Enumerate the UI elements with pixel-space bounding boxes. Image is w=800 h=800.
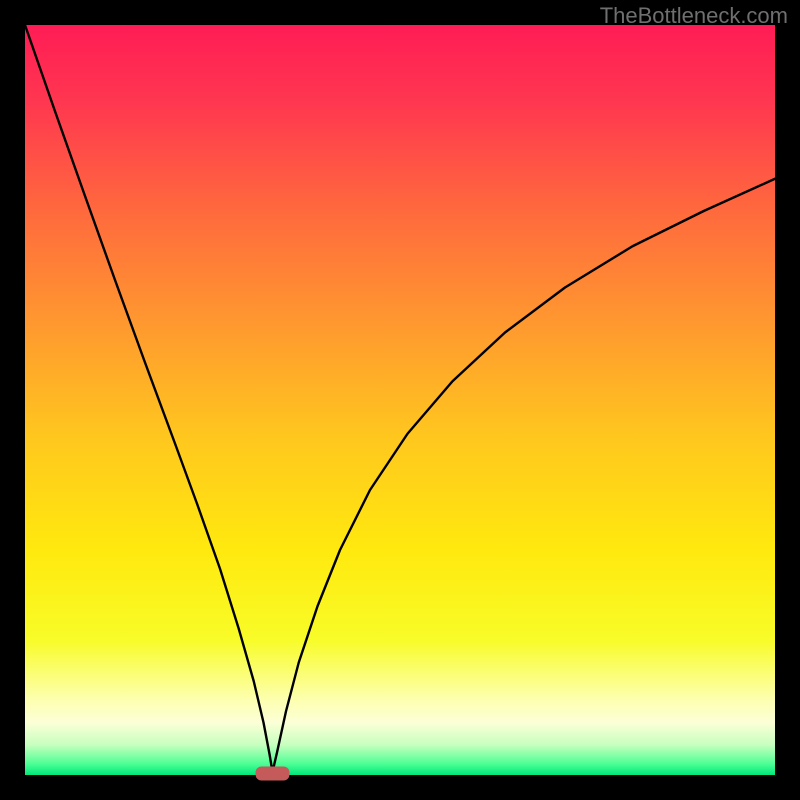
minimum-marker [256,767,290,781]
bottleneck-chart [0,0,800,800]
chart-container: TheBottleneck.com [0,0,800,800]
plot-area [25,25,775,775]
watermark-text: TheBottleneck.com [600,3,788,29]
